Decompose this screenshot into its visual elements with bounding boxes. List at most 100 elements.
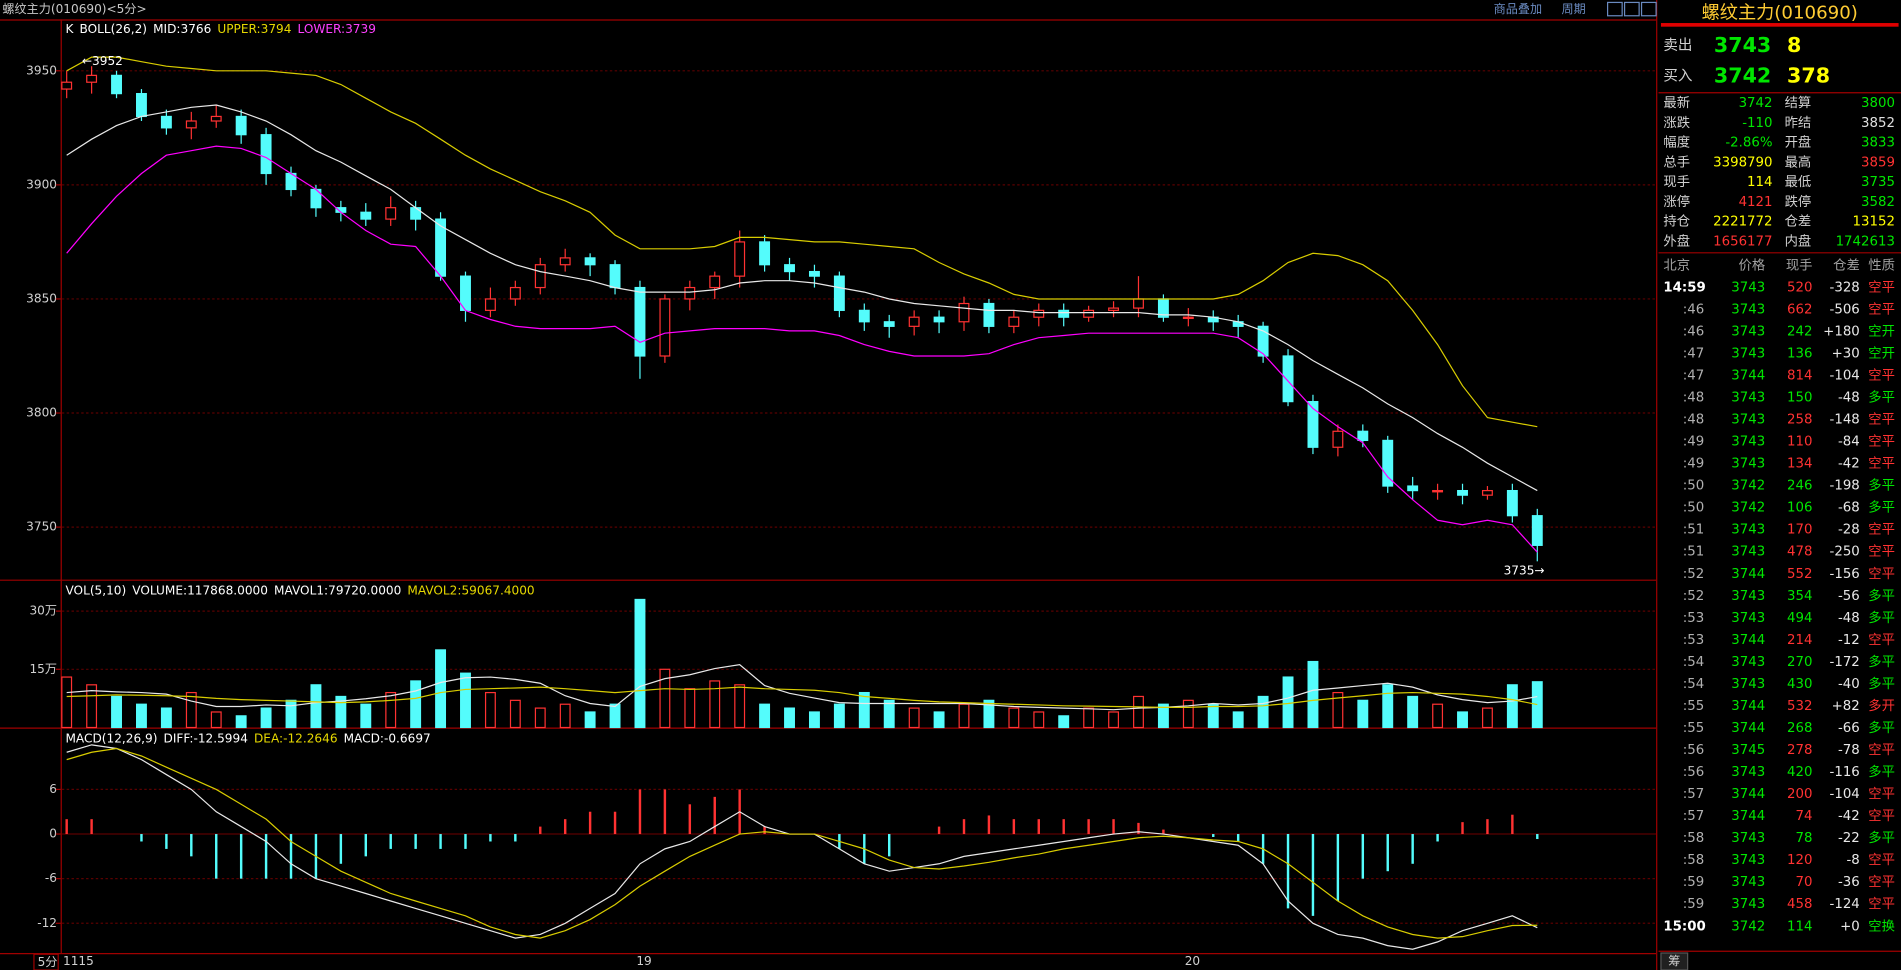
tick-cell: :48 bbox=[1683, 413, 1704, 428]
volume-bar bbox=[858, 691, 870, 729]
candle-body bbox=[484, 298, 496, 311]
tick-cell: -104 bbox=[1830, 368, 1860, 383]
window-title: 螺纹主力(010690)<5分> bbox=[2, 2, 146, 16]
tick-cell: -198 bbox=[1830, 479, 1860, 494]
stat-label: 内盘 bbox=[1785, 232, 1812, 249]
tick-cell: 268 bbox=[1787, 721, 1812, 736]
tick-cell: 814 bbox=[1787, 368, 1812, 383]
y-tick-label: 3750 bbox=[26, 520, 57, 534]
candle-body bbox=[883, 321, 895, 327]
tick-cell: 14:59 bbox=[1663, 280, 1705, 295]
candle-body bbox=[584, 257, 596, 266]
candle-body bbox=[1058, 309, 1070, 318]
volume-bar bbox=[1332, 691, 1344, 729]
indicator-header-part: DIFF:-12.5994 bbox=[163, 731, 248, 745]
tick-cell: 3743 bbox=[1731, 831, 1765, 846]
period-button[interactable]: 周期 bbox=[1562, 2, 1586, 16]
indicator-header-part: MACD(12,26,9) bbox=[65, 731, 157, 745]
volume-bar bbox=[1407, 695, 1419, 729]
tick-cell: -156 bbox=[1830, 567, 1860, 582]
stat-label: 持仓 bbox=[1663, 214, 1690, 230]
volume-bar bbox=[509, 699, 521, 729]
tick-cell: +0 bbox=[1840, 919, 1860, 934]
title-bar bbox=[1660, 23, 1899, 27]
volume-bar bbox=[1382, 684, 1394, 729]
y-tick-label: 15万 bbox=[29, 662, 57, 676]
tick-cell: 多平 bbox=[1868, 499, 1895, 516]
volume-bar bbox=[933, 711, 945, 729]
tick-cell: :50 bbox=[1683, 479, 1704, 494]
volume-bar bbox=[1157, 703, 1169, 729]
tick-cell: 170 bbox=[1787, 523, 1812, 538]
volume-bar bbox=[759, 703, 771, 729]
tick-cell: 3743 bbox=[1731, 523, 1765, 538]
tick-cell: -12 bbox=[1838, 633, 1860, 648]
candle-body bbox=[1332, 430, 1344, 448]
y-tick-label: 3950 bbox=[26, 63, 57, 77]
indicator-header-part: MID:3766 bbox=[153, 22, 211, 36]
window-button[interactable] bbox=[1606, 1, 1623, 17]
volume-bar bbox=[410, 680, 422, 729]
tick-cell: 3743 bbox=[1731, 302, 1765, 317]
tick-cell: 3744 bbox=[1731, 567, 1765, 582]
volume-bar bbox=[160, 707, 172, 729]
volume-bar bbox=[833, 703, 845, 729]
tick-cell: :53 bbox=[1683, 633, 1704, 648]
candle-body bbox=[410, 207, 422, 220]
candle-body bbox=[684, 286, 696, 300]
candle-body bbox=[1481, 489, 1493, 496]
y-tick-label: 30万 bbox=[29, 604, 57, 618]
indicator-header-part: BOLL(26,2) bbox=[79, 22, 147, 36]
tick-cell: :54 bbox=[1683, 655, 1704, 670]
volume-bar bbox=[1008, 707, 1020, 729]
indicator-header-part: MACD:-0.6697 bbox=[344, 731, 431, 745]
tick-cell: -84 bbox=[1838, 435, 1860, 450]
candle-body bbox=[734, 241, 746, 277]
stat-value: -2.86% bbox=[1725, 136, 1772, 151]
tick-cell: 110 bbox=[1787, 435, 1812, 450]
window-button[interactable] bbox=[1640, 1, 1657, 17]
tick-cell: 空平 bbox=[1868, 434, 1895, 450]
book-label: 买入 bbox=[1663, 67, 1692, 84]
volume-bar bbox=[136, 703, 147, 729]
y-tick-label: 0 bbox=[49, 827, 57, 841]
stat-value: 114 bbox=[1747, 175, 1772, 190]
book-price: 3743 bbox=[1714, 33, 1771, 57]
tick-table-header: 仓差 bbox=[1833, 258, 1860, 274]
indicator-header-part: MAVOL1:79720.0000 bbox=[274, 583, 401, 597]
stat-value: -110 bbox=[1742, 116, 1772, 131]
window-button[interactable] bbox=[1623, 1, 1640, 17]
tick-cell: 空平 bbox=[1868, 632, 1895, 648]
volume-bar bbox=[435, 649, 447, 729]
tick-cell: :49 bbox=[1683, 457, 1704, 472]
stat-value: 3859 bbox=[1861, 155, 1895, 170]
quote-title: 螺纹主力(010690) bbox=[1702, 2, 1858, 23]
volume-bar bbox=[310, 684, 322, 729]
tick-cell: 3744 bbox=[1731, 787, 1765, 802]
tick-cell: 多平 bbox=[1868, 609, 1895, 626]
candle-body bbox=[1282, 355, 1294, 403]
tick-cell: :56 bbox=[1683, 765, 1704, 780]
candle-body bbox=[858, 309, 870, 323]
chips-button-label[interactable]: 筹 bbox=[1668, 954, 1680, 968]
tick-cell: 3743 bbox=[1731, 677, 1765, 692]
volume-bar bbox=[1506, 684, 1518, 729]
tick-cell: -28 bbox=[1838, 523, 1860, 538]
overlay-button[interactable]: 商品叠加 bbox=[1494, 1, 1542, 16]
tick-cell: :58 bbox=[1683, 831, 1704, 846]
volume-bar bbox=[1182, 699, 1194, 729]
tick-cell: 74 bbox=[1796, 809, 1813, 824]
volume-bar bbox=[235, 715, 247, 729]
volume-bar bbox=[584, 711, 596, 729]
stat-label: 开盘 bbox=[1785, 134, 1812, 151]
volume-bar bbox=[1481, 707, 1493, 729]
tick-cell: :59 bbox=[1683, 875, 1704, 890]
tick-cell: -104 bbox=[1830, 787, 1860, 802]
tick-cell: :46 bbox=[1683, 324, 1704, 339]
tick-cell: 3743 bbox=[1731, 324, 1765, 339]
tick-cell: -42 bbox=[1838, 457, 1860, 472]
candle-body bbox=[136, 93, 147, 118]
indicator-header: MACD(12,26,9) DIFF:-12.5994 DEA:-12.2646 MA… bbox=[65, 731, 430, 745]
stat-label: 涨跌 bbox=[1663, 115, 1690, 131]
